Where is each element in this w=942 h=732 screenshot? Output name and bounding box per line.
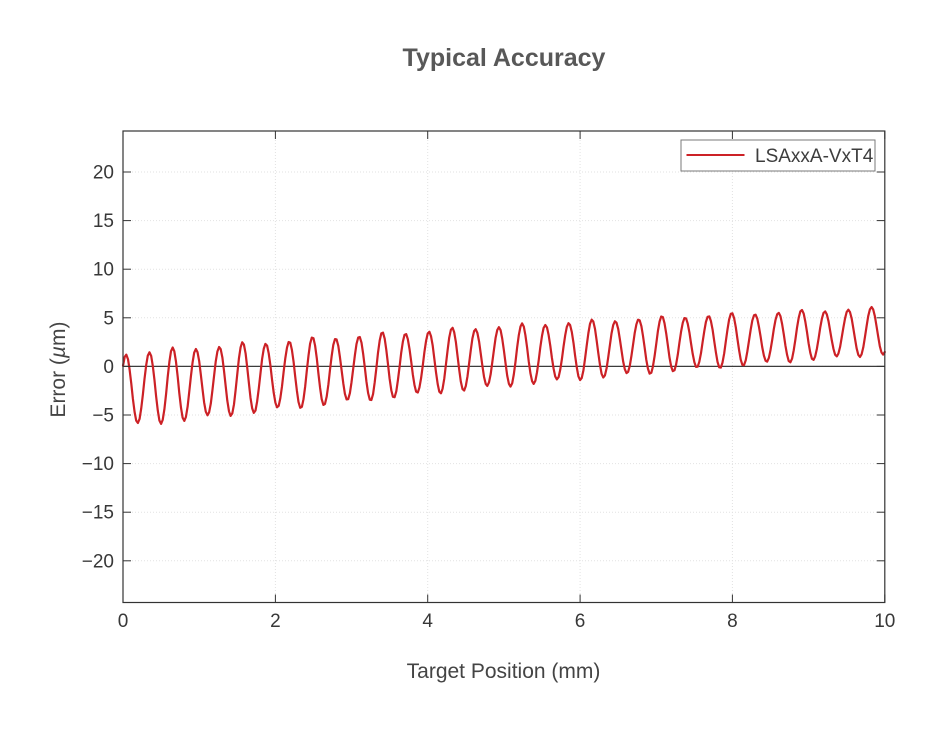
svg-text:0: 0 [103, 357, 114, 378]
svg-text:Typical Accuracy: Typical Accuracy [403, 44, 606, 72]
svg-text:5: 5 [103, 308, 114, 329]
svg-text:8: 8 [727, 611, 738, 632]
svg-text:4: 4 [422, 611, 433, 632]
svg-text:Target Position (mm): Target Position (mm) [407, 660, 601, 683]
svg-text:6: 6 [575, 611, 586, 632]
svg-text:20: 20 [93, 163, 114, 184]
svg-text:Error (µm): Error (µm) [47, 321, 70, 417]
svg-text:−10: −10 [82, 454, 114, 475]
svg-text:10: 10 [874, 611, 895, 632]
svg-text:−15: −15 [82, 503, 114, 524]
svg-text:15: 15 [93, 211, 114, 232]
svg-text:−20: −20 [82, 551, 114, 572]
svg-text:0: 0 [118, 611, 129, 632]
svg-text:LSAxxA-VxT4: LSAxxA-VxT4 [755, 146, 874, 167]
svg-text:2: 2 [270, 611, 281, 632]
svg-text:−5: −5 [92, 406, 114, 427]
svg-text:10: 10 [93, 260, 114, 281]
